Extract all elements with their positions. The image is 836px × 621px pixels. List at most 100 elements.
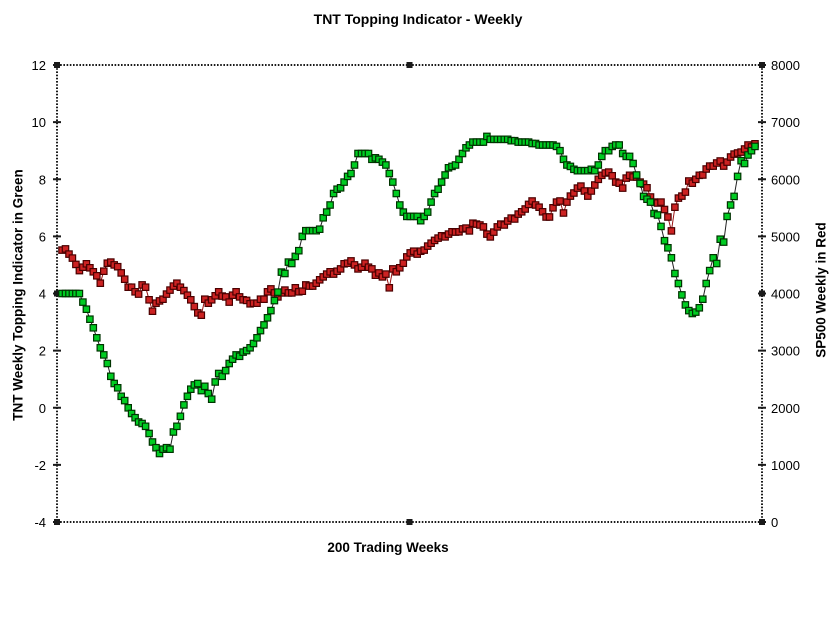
left-axis-tick-label: 4: [39, 287, 46, 302]
axis-end-marker: [759, 519, 765, 525]
axis-end-marker: [54, 519, 60, 525]
tnt-indicator-series-marker: [79, 298, 87, 306]
tnt-indicator-series-marker: [183, 392, 192, 401]
tnt-indicator-series-marker: [141, 422, 150, 431]
sp500-series-marker: [120, 275, 129, 284]
tnt-indicator-series-marker: [263, 314, 272, 322]
right-axis-tick-label: 6000: [771, 172, 800, 187]
tnt-indicator-series-marker: [385, 169, 394, 178]
right-axis-tick-label: 3000: [771, 344, 800, 359]
left-axis-tick-label: 2: [39, 344, 46, 359]
tnt-indicator-series-marker: [145, 429, 153, 438]
tnt-indicator-series-marker: [113, 384, 122, 392]
left-axis-tick-label: 10: [32, 115, 46, 130]
sp500-series-marker: [368, 265, 376, 273]
tnt-indicator-series-marker: [653, 211, 662, 219]
sp500-series-marker: [559, 209, 568, 217]
right-axis-tick-label: 8000: [771, 58, 800, 73]
sp500-series-marker: [92, 272, 101, 280]
right-axis-tick-label: 7000: [771, 115, 800, 130]
sp500-series-marker: [660, 205, 669, 214]
tnt-indicator-series-marker: [322, 208, 331, 216]
tnt-indicator-series-marker: [625, 152, 634, 161]
tnt-indicator-series-marker: [103, 359, 112, 368]
tnt-indicator-series-marker: [281, 269, 289, 278]
tnt-indicator-series-marker: [350, 161, 359, 169]
left-axis-tick-label: -4: [34, 515, 46, 530]
sp500-series-marker: [618, 184, 627, 192]
sp500-series-marker: [671, 203, 679, 212]
sp500-series-marker: [99, 267, 108, 276]
chart-title: TNT Topping Indicator - Weekly: [313, 11, 523, 27]
tnt-indicator-series-marker: [106, 372, 115, 381]
left-axis-tick-label: 8: [39, 172, 46, 187]
tnt-indicator-series-marker: [733, 172, 742, 181]
tnt-indicator-series-marker: [92, 334, 101, 342]
tnt-indicator-series-marker: [719, 238, 728, 246]
tnt-indicator-series-marker: [120, 396, 129, 405]
tnt-indicator-series-marker: [267, 306, 275, 315]
tnt-indicator-series-marker: [166, 445, 174, 454]
tnt-indicator-series-marker: [441, 171, 449, 179]
tnt-indicator-series-marker: [173, 422, 181, 431]
sp500-series-marker: [187, 296, 195, 304]
tnt-indicator-series-marker: [615, 141, 624, 149]
tnt-indicator-series-marker: [667, 254, 676, 262]
tnt-indicator-series-marker: [705, 266, 714, 275]
tnt-indicator-series-marker: [86, 315, 94, 324]
right-axis-tick-label: 1000: [771, 458, 800, 473]
tnt-indicator-series-marker: [194, 379, 202, 388]
tnt-indicator-series-marker: [382, 161, 390, 169]
tnt-indicator-series-marker: [89, 324, 98, 332]
x-axis-title: 200 Trading Weeks: [327, 540, 449, 555]
tnt-indicator-series-marker: [423, 208, 432, 216]
tnt-indicator-series-marker: [730, 192, 738, 201]
tnt-indicator-series-marker: [270, 296, 279, 305]
tnt-indicator-series-marker: [437, 178, 446, 186]
tnt-indicator-series-marker: [629, 159, 637, 168]
right-axis-tick-label: 5000: [771, 229, 800, 244]
tnt-indicator-series-marker: [96, 344, 105, 352]
tnt-indicator-series-marker: [221, 366, 230, 375]
tnt-indicator-series-marker: [99, 351, 108, 359]
tnt-indicator-series-marker: [632, 171, 641, 179]
tnt-indicator-series-marker: [201, 382, 209, 391]
axis-end-marker: [54, 62, 60, 68]
tnt-indicator-series-marker: [712, 259, 721, 268]
tnt-indicator-series-marker: [75, 289, 84, 298]
sp500-series-marker: [399, 259, 408, 268]
sp500-series-marker: [681, 188, 690, 196]
sp500-series-marker: [260, 295, 268, 304]
tnt-indicator-series-marker: [671, 269, 679, 278]
tnt-indicator-series-marker: [253, 334, 261, 342]
left-axis-tick-label: 12: [32, 58, 46, 73]
right-axis-tick-label: 2000: [771, 401, 800, 416]
tnt-indicator-series-marker: [664, 244, 672, 252]
axis-end-marker: [406, 62, 413, 68]
sp500-series-marker: [657, 198, 665, 206]
tnt-indicator-series-marker: [207, 395, 216, 404]
sp500-series-marker: [382, 270, 390, 278]
tnt-indicator-series-marker: [636, 179, 644, 188]
tnt-indicator-series-marker: [82, 305, 91, 314]
sp500-series-marker: [113, 262, 122, 271]
tnt-indicator-series-marker: [347, 169, 355, 178]
tnt-indicator-series-marker: [180, 401, 188, 409]
sp500-series-marker: [608, 172, 617, 180]
sp500-series-marker: [385, 284, 394, 292]
sp500-series-marker: [667, 227, 676, 235]
tnt-indicator-series-marker: [556, 146, 564, 155]
tnt-indicator-series-marker: [427, 198, 435, 206]
sp500-series-marker: [545, 213, 554, 221]
sp500-series-line: [61, 143, 756, 317]
tnt-indicator-series-marker: [723, 212, 731, 221]
tnt-indicator-series-marker: [657, 222, 665, 231]
sp500-series-marker: [190, 302, 199, 311]
sp500-series-marker: [225, 298, 234, 306]
sp500-series-marker: [479, 223, 488, 231]
tnt-indicator-series-marker: [695, 304, 704, 312]
sp500-series-marker: [298, 287, 307, 296]
tnt-indicator-series-marker: [726, 201, 735, 209]
right-axis-tick-label: 0: [771, 515, 778, 530]
tnt-indicator-series-marker: [678, 291, 686, 299]
